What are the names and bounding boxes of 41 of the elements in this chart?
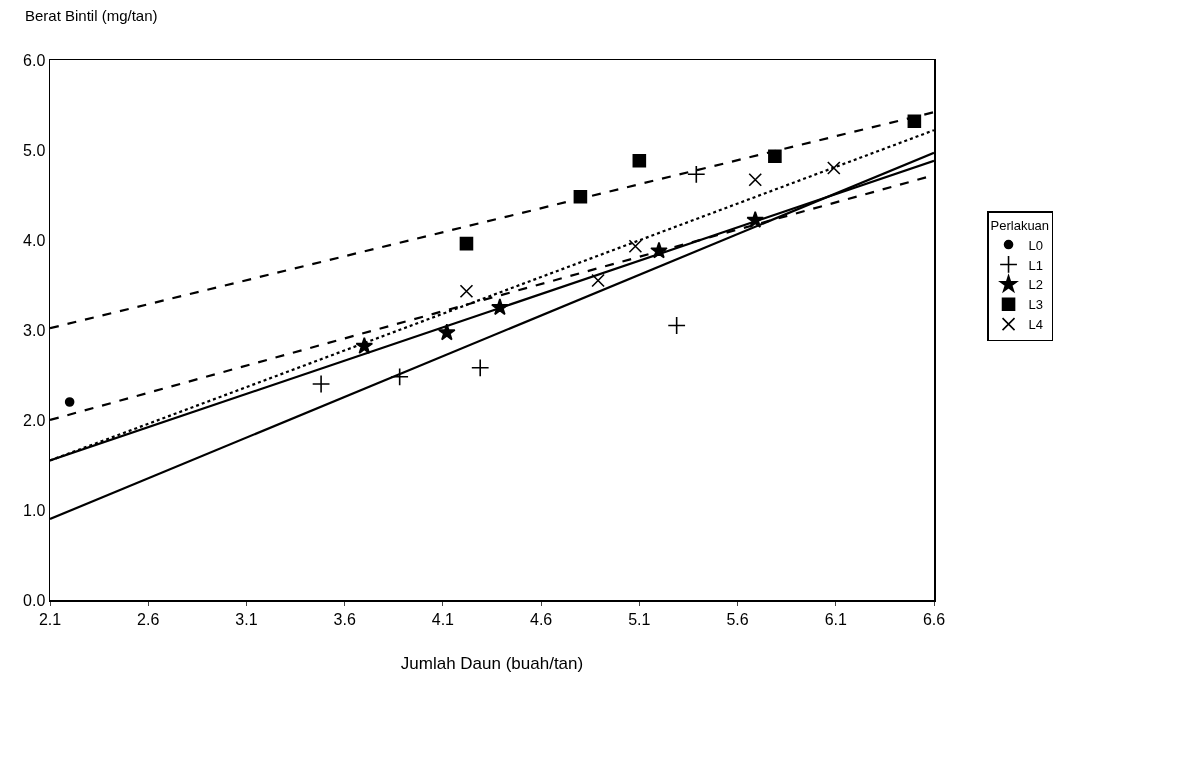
y-tick-label: 2.0 [23, 411, 46, 429]
point [311, 374, 331, 394]
legend-label: L1 [1028, 257, 1044, 273]
legend-title: Perlakuan [990, 217, 1050, 233]
point [768, 149, 782, 164]
point [438, 323, 456, 341]
x-tick-label: 2.6 [137, 610, 160, 628]
point [591, 273, 605, 288]
y-tick-label: 1.0 [23, 501, 46, 519]
point [471, 358, 490, 377]
x-tick-label: 2.1 [38, 610, 62, 628]
y-tick-label: 5.0 [23, 141, 46, 159]
y-tick-label: 6.0 [23, 51, 46, 69]
legend-label: L3 [1028, 297, 1044, 313]
point [628, 239, 643, 254]
x-tick-label: 4.1 [431, 610, 455, 628]
point [667, 316, 686, 335]
x-tick-label: 6.6 [922, 610, 946, 628]
x-tick-label: 3.1 [235, 610, 258, 628]
x-tick-label: 4.6 [529, 610, 553, 628]
point [459, 236, 474, 251]
legend-label: L4 [1028, 317, 1044, 333]
y-tick-label: 4.0 [23, 231, 46, 249]
point [827, 161, 841, 175]
point [632, 154, 647, 168]
x-tick-label: 3.6 [333, 610, 356, 628]
x-tick-label: 6.1 [824, 610, 847, 628]
point [459, 284, 474, 299]
point [573, 190, 588, 204]
point [687, 165, 706, 184]
y-tick-label: 3.0 [23, 321, 46, 339]
legend-label: L2 [1028, 277, 1044, 293]
legend-label: L0 [1028, 237, 1044, 253]
point [907, 114, 922, 128]
x-tick-label: 5.1 [628, 610, 651, 628]
point [748, 172, 763, 187]
x-axis-title: Jumlah Daun (buah/tan) [400, 653, 584, 673]
y-axis-title: Berat Bintil (mg/tan) [25, 7, 158, 24]
y-tick-label: 0.0 [23, 591, 46, 609]
x-tick-label: 5.6 [726, 610, 749, 628]
point [64, 397, 75, 407]
